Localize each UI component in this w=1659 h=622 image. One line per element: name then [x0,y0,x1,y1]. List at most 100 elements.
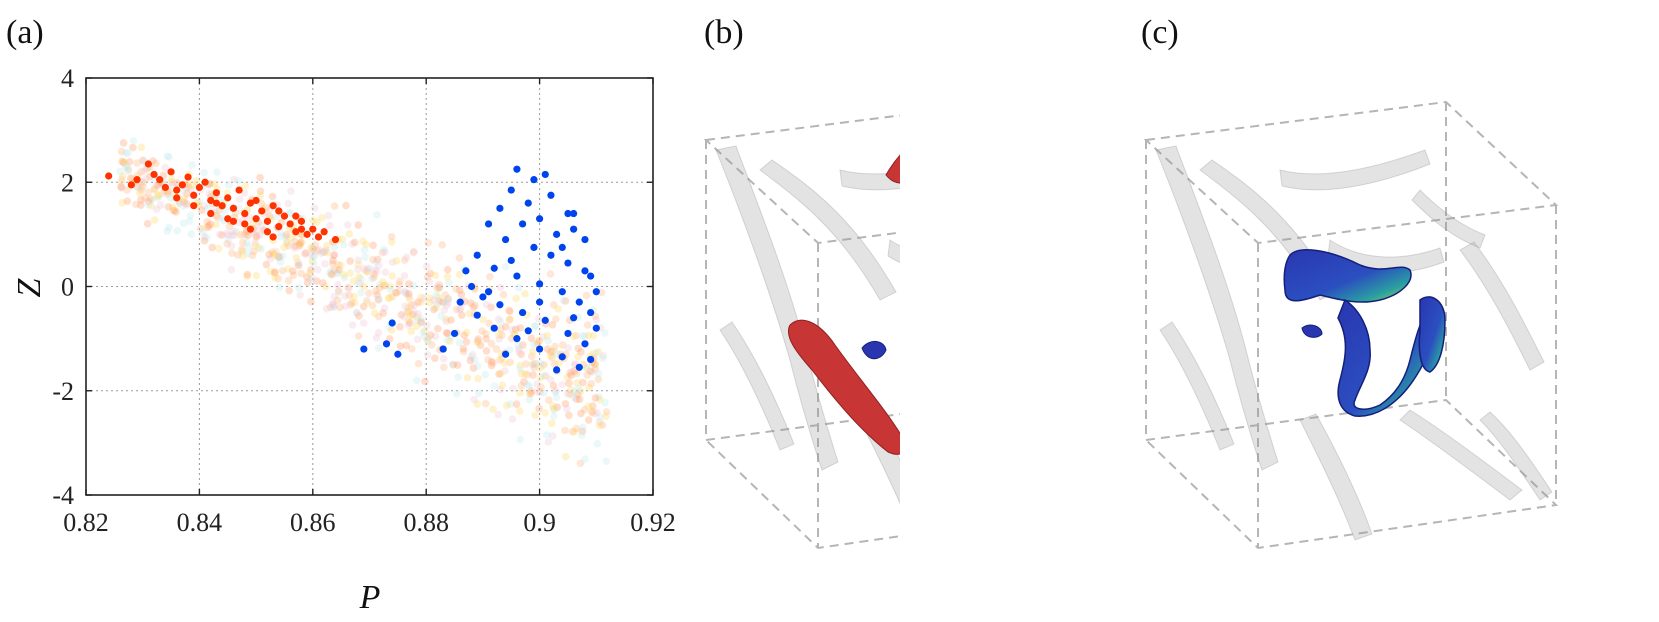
background-point [303,273,311,281]
background-point [354,279,363,288]
red-vortex-long [788,319,900,455]
background-point [401,289,410,297]
blue-point [490,324,498,332]
background-point [433,282,441,291]
background-point [266,255,275,263]
background-point [405,289,413,298]
background-point [116,167,124,176]
background-point [514,341,522,350]
background-point [307,243,315,252]
background-point [485,319,493,328]
background-point [173,226,182,235]
blue-point [587,308,595,317]
background-point [197,206,206,215]
background-point [388,272,397,280]
background-point [496,385,505,394]
background-point [519,341,527,349]
background-point [270,250,278,259]
background-point [199,228,207,236]
background-point [180,197,188,206]
background-point [432,303,440,312]
background-point [563,389,572,398]
background-point [146,195,155,203]
background-point [410,307,418,316]
background-point [441,291,450,299]
background-point [251,239,260,247]
background-point [345,229,354,238]
background-point [484,355,492,364]
background-point [352,308,361,317]
background-point [252,271,261,280]
background-point [287,234,295,242]
background-point [506,358,514,367]
blue-point [558,353,566,361]
background-point [334,281,342,289]
background-point [550,404,558,413]
background-point [561,452,570,461]
background-point [566,390,574,399]
x-tick-label: 0.92 [630,508,676,537]
red-point [252,196,260,205]
background-point [272,247,280,256]
blue-point [587,355,595,364]
background-point [446,337,454,345]
blue-point [570,314,578,322]
blue-point [592,324,600,332]
background-point [192,177,200,185]
background-point [496,356,504,364]
red-point [127,181,135,189]
background-point [527,387,536,395]
background-point [405,292,413,301]
background-point [289,267,297,275]
background-point [546,351,555,360]
background-point [375,280,384,289]
background-point [321,282,330,291]
background-point [329,300,338,309]
background-point [511,325,520,334]
isosurface-view-b [703,114,900,550]
background-point [295,260,303,269]
red-point [144,160,152,168]
background-point [527,389,535,398]
background-point [407,301,416,310]
background-point [567,385,575,394]
background-point [370,266,379,274]
background-point [139,156,147,165]
background-point [252,233,261,241]
blue-point [592,288,600,296]
background-point [338,235,347,243]
background-point [235,204,244,213]
red-point [190,202,198,210]
background-point [591,364,600,373]
background-point [204,223,213,232]
red-point [178,181,186,189]
background-point [230,175,238,184]
background-point [204,221,213,230]
background-point [163,152,172,160]
background-point [584,331,593,340]
background-point [525,395,534,404]
background-point [508,415,517,423]
background-point [184,182,193,191]
background-point [336,303,344,312]
background-point [388,258,397,267]
background-point [185,217,194,225]
background-point [182,201,191,209]
background-point [596,413,604,422]
blue-point [513,335,521,343]
background-point [517,369,526,378]
background-point [584,416,593,424]
background-point [200,237,209,245]
background-point [323,248,331,257]
background-point [374,296,383,304]
blue-point [564,259,572,267]
background-point [117,175,126,184]
background-point [598,421,607,429]
background-point [287,187,295,196]
background-point [297,269,305,278]
background-point [119,139,128,147]
blue-vortex-c-fragment [1301,324,1323,338]
background-point [392,257,401,265]
background-point [253,232,261,240]
